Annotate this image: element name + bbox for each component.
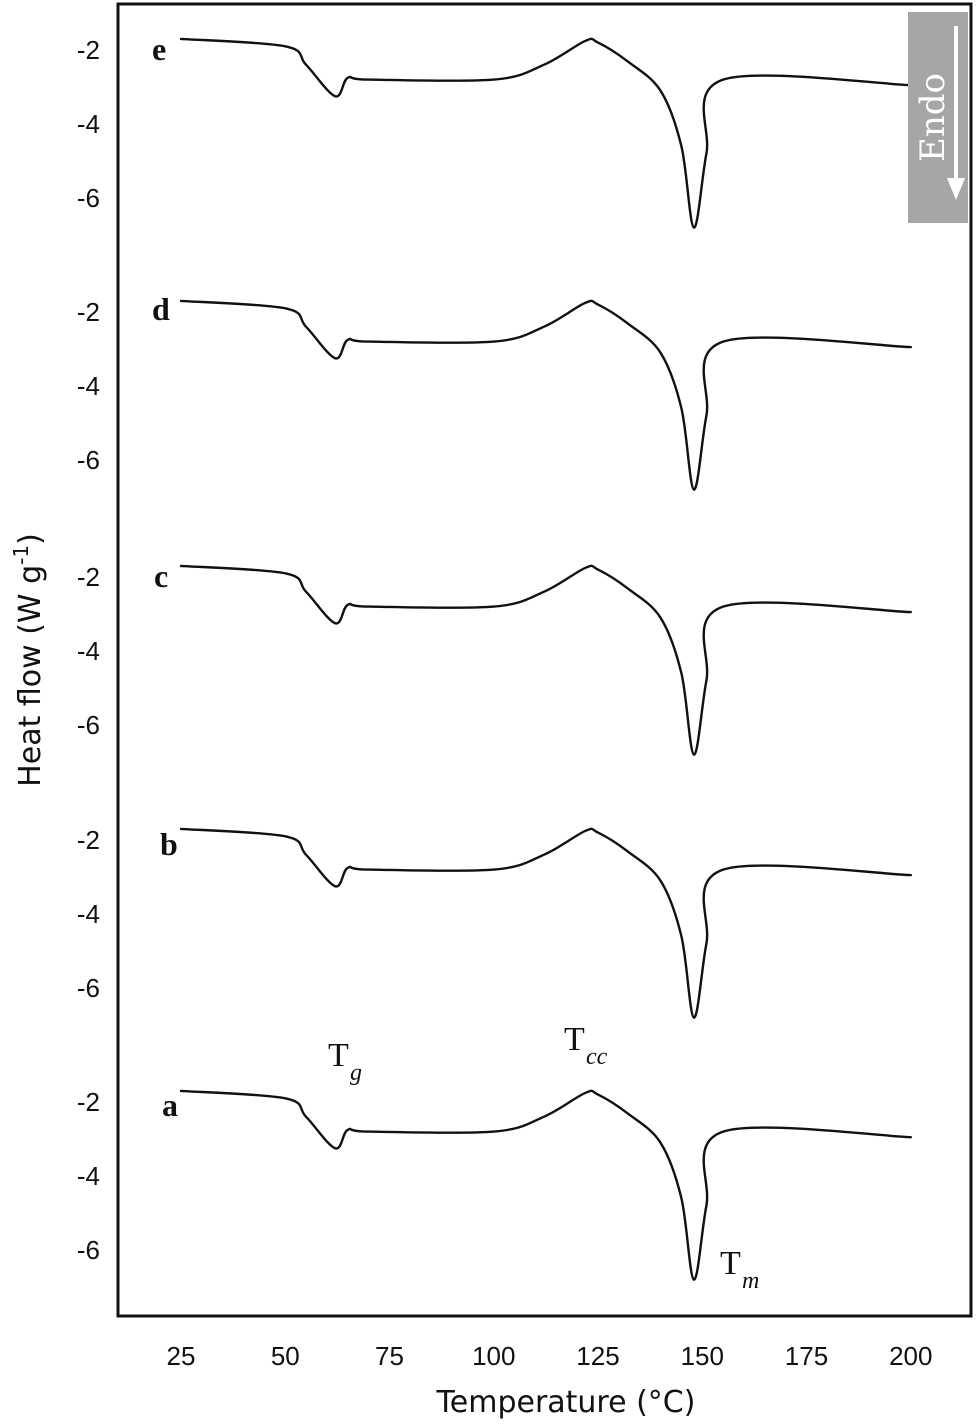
- x-tick-label: 175: [785, 1341, 828, 1371]
- series-line-c: [179, 564, 912, 756]
- tcc-annotation-sub: cc: [586, 1044, 608, 1070]
- y-tick-label: -4: [77, 371, 100, 401]
- panel-c: -2 -4 -6 c: [77, 558, 912, 756]
- panel-b: -2 -4 -6 b: [77, 825, 912, 1019]
- panel-e: -2 -4 -6 e: [77, 31, 912, 229]
- series-line-d: [179, 299, 912, 491]
- y-tick-label: -4: [77, 1161, 100, 1191]
- y-tick-label: -4: [77, 636, 100, 666]
- y-axis-title-close: ): [13, 533, 48, 545]
- y-tick-label: -2: [77, 35, 100, 65]
- tm-annotation-sub: m: [742, 1268, 759, 1294]
- endo-direction-indicator: Endo: [908, 12, 968, 223]
- series-label-b: b: [160, 826, 178, 862]
- x-axis-title: Temperature (°C): [436, 1385, 696, 1420]
- y-tick-label: -6: [77, 183, 100, 213]
- down-arrow-icon: [947, 178, 965, 200]
- y-tick-label: -6: [77, 1235, 100, 1265]
- plot-frame: [116, 2, 973, 1318]
- tg-annotation: T g: [328, 1037, 362, 1086]
- tcc-annotation: T cc: [564, 1021, 608, 1070]
- x-tick-label: 125: [576, 1341, 619, 1371]
- y-tick-label: -6: [77, 710, 100, 740]
- x-axis-ticks: 25 50 75 100 125 150 175 200: [167, 1341, 933, 1371]
- y-tick-label: -2: [77, 297, 100, 327]
- y-axis-title-main: Heat flow (W g: [13, 565, 48, 787]
- series-line-a: [179, 1089, 912, 1281]
- tcc-annotation-main: T: [564, 1021, 585, 1058]
- tg-annotation-sub: g: [350, 1060, 362, 1086]
- y-axis-title: Heat flow (W g-1): [9, 533, 48, 787]
- x-tick-label: 25: [167, 1341, 196, 1371]
- y-tick-label: -6: [77, 973, 100, 1003]
- curve-panels: -2 -4 -6 a -2 -4 -6 b -2 -4 -6 c -2 -4 -6 d -2 -4 -6 e: [77, 31, 912, 1281]
- y-tick-label: -2: [77, 562, 100, 592]
- x-tick-label: 150: [681, 1341, 724, 1371]
- series-label-a: a: [162, 1087, 178, 1123]
- tg-annotation-main: T: [328, 1037, 349, 1074]
- y-tick-label: -2: [77, 1087, 100, 1117]
- tm-annotation: T m: [720, 1245, 759, 1294]
- y-axis-title-superscript: -1: [9, 545, 33, 565]
- series-label-d: d: [152, 291, 170, 327]
- series-line-b: [179, 827, 912, 1019]
- panel-d: -2 -4 -6 d: [77, 291, 912, 491]
- x-tick-label: 200: [889, 1341, 932, 1371]
- x-tick-label: 100: [472, 1341, 515, 1371]
- x-tick-label: 75: [375, 1341, 404, 1371]
- y-tick-label: -4: [77, 899, 100, 929]
- series-label-c: c: [154, 558, 168, 594]
- endo-label: Endo: [913, 73, 953, 162]
- tm-annotation-main: T: [720, 1245, 741, 1282]
- y-tick-label: -6: [77, 445, 100, 475]
- x-tick-label: 50: [271, 1341, 300, 1371]
- y-tick-label: -4: [77, 109, 100, 139]
- y-tick-label: -2: [77, 825, 100, 855]
- panel-a: -2 -4 -6 a: [77, 1087, 912, 1281]
- series-label-e: e: [152, 31, 166, 67]
- series-line-e: [179, 37, 912, 229]
